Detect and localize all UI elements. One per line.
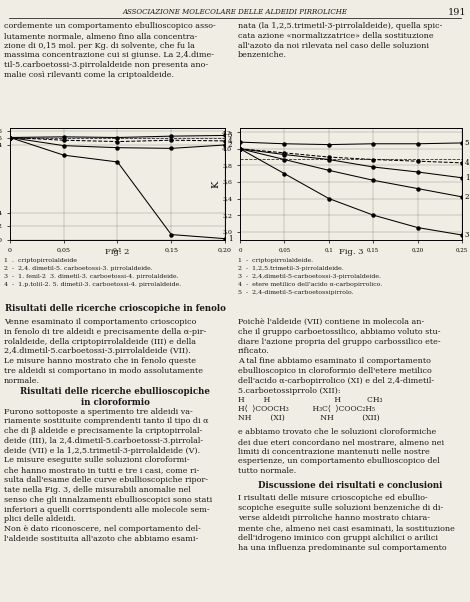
- Text: Risultati delle ricerche ebullioscopiche
in cloroformio: Risultati delle ricerche ebullioscopiche…: [20, 388, 210, 407]
- Text: Fig. 2: Fig. 2: [105, 248, 130, 256]
- Text: 5  -  2,4-dimetil-5-carboetossipirrolo.: 5 - 2,4-dimetil-5-carboetossipirrolo.: [238, 290, 353, 295]
- Text: 4  -  1.p.tolil-2. 5. dimetil-3. carboetossi-4. pirrolaldeide.: 4 - 1.p.tolil-2. 5. dimetil-3. carboetos…: [4, 282, 181, 287]
- Text: Poichè l'aldeide (VII) contiene in molecola an-
che il gruppo carboetossilico, a: Poichè l'aldeide (VII) contiene in molec…: [238, 318, 441, 394]
- Text: 2: 2: [465, 193, 469, 201]
- Text: H        H                           H           CH₃: H H H CH₃: [238, 396, 383, 404]
- Text: I risultati delle misure crioscopiche ed ebullio-
scopiche eseguite sulle soluzi: I risultati delle misure crioscopiche ed…: [238, 494, 455, 551]
- Text: NH        (XI)               NH            (XII): NH (XI) NH (XII): [238, 414, 380, 422]
- Text: 5: 5: [465, 139, 469, 147]
- Text: 3  -  2,4,dimetil-5-carboetossi-3-pirrolaldeide.: 3 - 2,4,dimetil-5-carboetossi-3-pirrolal…: [238, 274, 381, 279]
- Text: 4  -  etere metilico dell'acido α-carbopirrolico.: 4 - etere metilico dell'acido α-carbopir…: [238, 282, 383, 287]
- Text: Fig. 3: Fig. 3: [339, 248, 363, 256]
- Text: Discussione dei risultati e conclusioni: Discussione dei risultati e conclusioni: [258, 480, 442, 489]
- Text: 3: 3: [465, 231, 469, 239]
- Text: 2  -  1,2,5.trimetil-3-pirrolaldeide.: 2 - 1,2,5.trimetil-3-pirrolaldeide.: [238, 266, 344, 271]
- Text: 3: 3: [228, 131, 232, 140]
- Text: 2: 2: [228, 141, 232, 149]
- Text: 191: 191: [447, 8, 466, 17]
- Text: cordemente un comportamento ebullioscopico asso-
lutamente normale, almeno fino : cordemente un comportamento ebullioscopi…: [4, 22, 216, 79]
- Text: 4: 4: [228, 137, 232, 145]
- Text: 1  .  criptopirrolaldeide: 1 . criptopirrolaldeide: [4, 258, 77, 263]
- Y-axis label: K: K: [212, 181, 221, 188]
- Text: H⟨  ⟩COOCH₃          H₃C⟨  ⟩COOC₂H₅: H⟨ ⟩COOCH₃ H₃C⟨ ⟩COOC₂H₅: [238, 405, 375, 413]
- Text: Risultati delle ricerche crioscopiche in fenolo: Risultati delle ricerche crioscopiche in…: [5, 304, 226, 313]
- Text: 1: 1: [228, 235, 232, 243]
- Text: 2  -  2,4. dimetil-5. carboetossi-3. pirrolaldeide.: 2 - 2,4. dimetil-5. carboetossi-3. pirro…: [4, 266, 153, 271]
- Text: ASSOCIAZIONE MOLECOLARE DELLE ALDEIDI PIRROLICHE: ASSOCIAZIONE MOLECOLARE DELLE ALDEIDI PI…: [123, 8, 347, 16]
- Text: 4: 4: [465, 159, 469, 167]
- Text: 1  -  criptopirrolaldeide.: 1 - criptopirrolaldeide.: [238, 258, 313, 263]
- Text: Venne esaminato il comportamento crioscopico
in fenolo di tre aldeidi e precisam: Venne esaminato il comportamento criosco…: [4, 318, 206, 385]
- Text: nata (la 1,2,5.trimetil-3-pirrolaldeide), quella spic-
cata azione «normalizzatr: nata (la 1,2,5.trimetil-3-pirrolaldeide)…: [238, 22, 442, 60]
- Text: 3  -  1. fenil-2  3. dimetil-3. carboetossi-4. pirrolaldeide.: 3 - 1. fenil-2 3. dimetil-3. carboetossi…: [4, 274, 179, 279]
- Text: 1: 1: [465, 174, 469, 182]
- Text: Furono sottoposte a sperimento tre aldeidi va-
riamente sostituite comprendenti : Furono sottoposte a sperimento tre aldei…: [4, 408, 212, 543]
- Text: e abbiamo trovato che le soluzioni cloroformiche
dei due eteri concordano nel mo: e abbiamo trovato che le soluzioni cloro…: [238, 428, 444, 475]
